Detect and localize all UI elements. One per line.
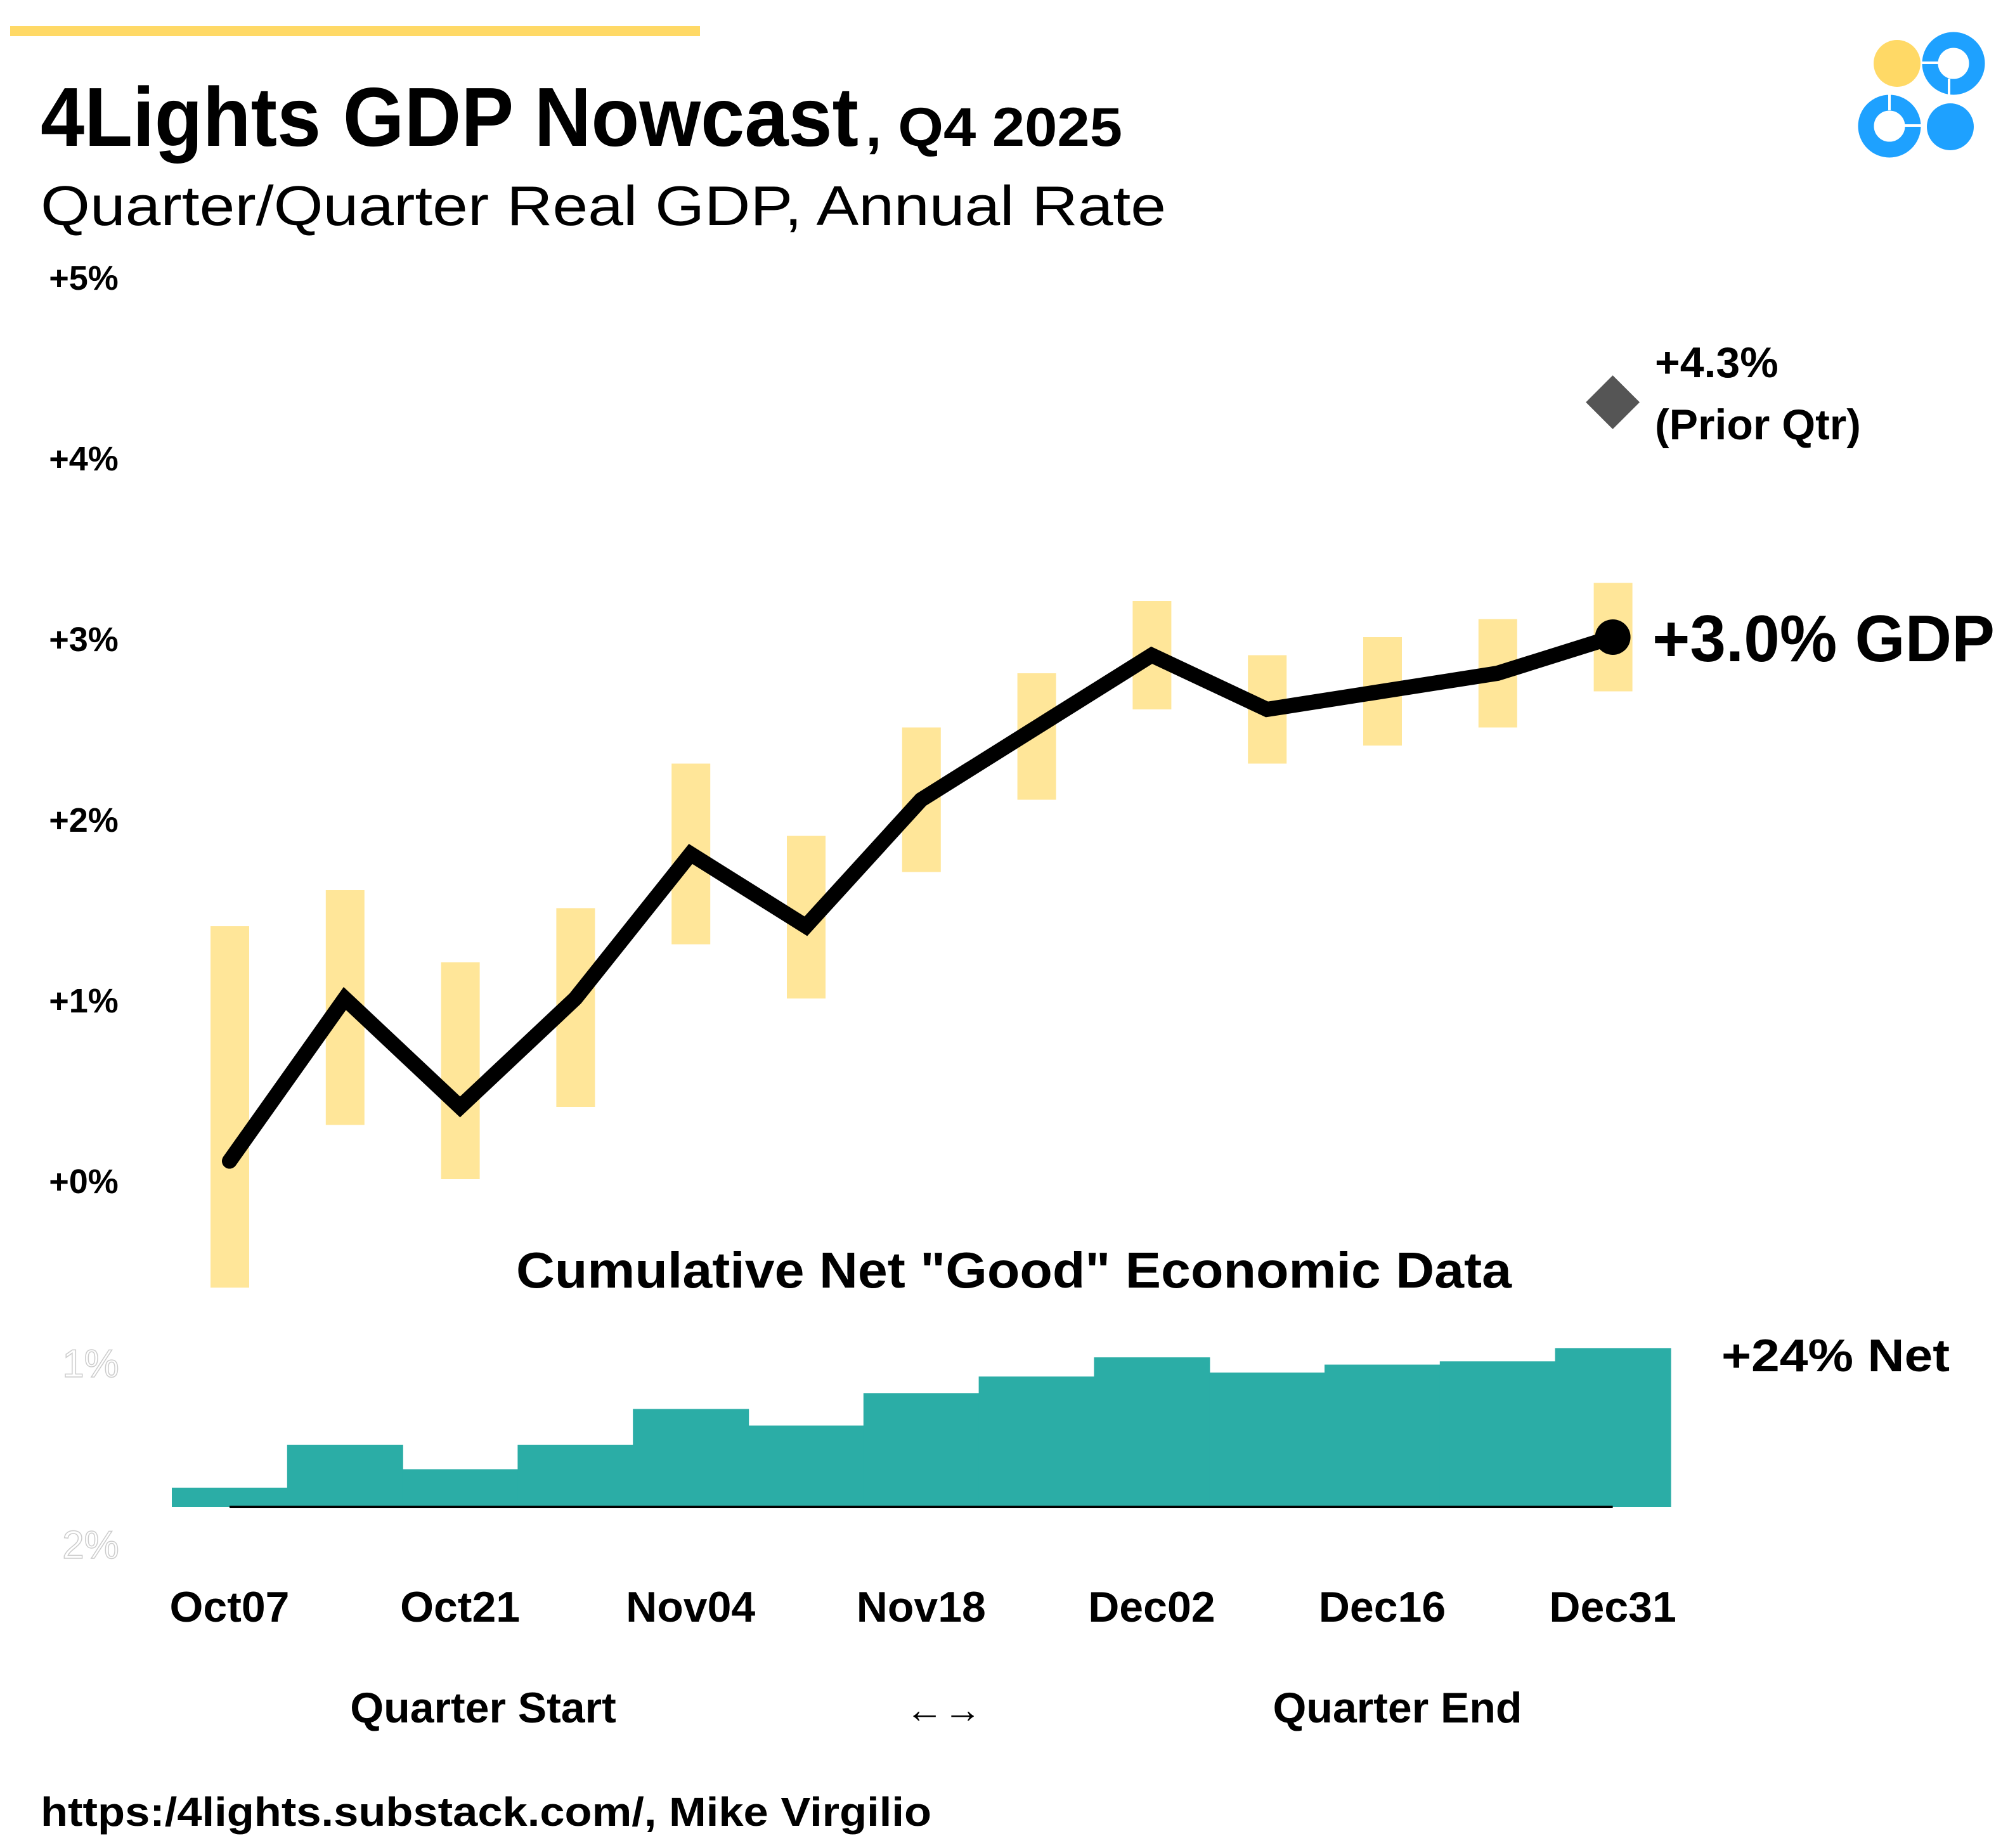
net-end-label: +24% Net [1721, 1331, 1950, 1381]
arrow-label: ←→ [905, 1688, 982, 1731]
chart-title-quarter: , Q4 2025 [865, 97, 1122, 158]
accent-bar [10, 26, 700, 36]
net-bar [1094, 1357, 1210, 1507]
net-bar [1325, 1364, 1441, 1507]
y-tick-label: +4% [49, 440, 119, 478]
range-bands [211, 583, 1633, 1288]
x-tick-label: Oct21 [400, 1583, 520, 1631]
net-bar [1555, 1348, 1671, 1507]
net-bar [1209, 1373, 1326, 1507]
net-bars [172, 1348, 1671, 1507]
quarter-end-label: Quarter End [1273, 1684, 1522, 1732]
y-tick-label: +0% [49, 1163, 119, 1201]
x-tick-label: Dec16 [1319, 1583, 1446, 1631]
logo-ring-bottom-icon [1858, 94, 1922, 158]
net-bar [287, 1444, 403, 1507]
net-ytick-2: 2% [62, 1523, 119, 1567]
x-tick-label: Nov18 [857, 1583, 986, 1631]
range-band [211, 926, 249, 1288]
prior-quarter-label: +4.3% [1655, 339, 1779, 387]
nowcast-line [222, 630, 1621, 1169]
y-tick-label: +2% [49, 801, 119, 839]
prior-quarter-sublabel: (Prior Qtr) [1655, 401, 1861, 449]
net-ytick-1: 1% [62, 1342, 119, 1386]
y-tick-label: +1% [49, 982, 119, 1020]
nowcast-end-label: +3.0% GDP [1652, 602, 1995, 676]
logo-yellow-dot-icon [1874, 40, 1921, 87]
range-band [441, 962, 480, 1179]
net-bar [748, 1425, 864, 1507]
nowcast-endpoint [1595, 619, 1631, 655]
net-chart-title: Cumulative Net "Good" Economic Data [516, 1242, 1512, 1298]
net-bar [402, 1469, 519, 1507]
net-bar [1439, 1361, 1556, 1507]
net-bar [863, 1393, 980, 1507]
source-credit: https:/4lights.substack.com/, Mike Virgi… [41, 1789, 931, 1835]
x-tick-label: Dec31 [1549, 1583, 1676, 1631]
x-axis: Oct07 Oct21 Nov04 Nov18 Dec02 Dec16 Dec31 [170, 1583, 1676, 1631]
net-bar [517, 1444, 634, 1507]
y-tick-label: +5% [49, 259, 119, 297]
chart-subtitle: Quarter/Quarter Real GDP, Annual Rate [41, 174, 1166, 237]
net-bar [633, 1409, 749, 1507]
net-bar [978, 1376, 1095, 1507]
logo-blue-dot-icon [1927, 103, 1974, 150]
x-tick-label: Nov04 [626, 1583, 755, 1631]
prior-quarter-marker [1586, 375, 1640, 429]
logo [1858, 32, 1985, 158]
quarter-start-label: Quarter Start [350, 1684, 616, 1732]
y-axis: +0% +1% +2% +3% +4% +5% [49, 259, 119, 1201]
chart-title: 4Lights GDP Nowcast [41, 70, 858, 164]
net-bar [172, 1487, 288, 1507]
y-tick-label: +3% [49, 621, 119, 659]
x-tick-label: Dec02 [1088, 1583, 1215, 1631]
logo-ring-top-icon [1921, 32, 1985, 96]
x-tick-label: Oct07 [170, 1583, 290, 1631]
